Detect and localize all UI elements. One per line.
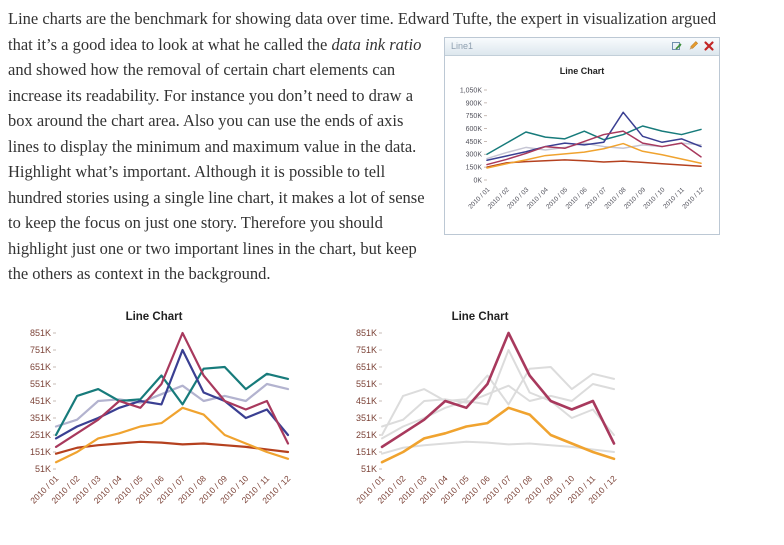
line-chart-highlighted: 851K 751K 651K 551K 451K 351K 251K 151K 51K 2010 … — [334, 325, 626, 532]
svg-text:450K: 450K — [466, 139, 483, 146]
svg-text:551K: 551K — [356, 379, 377, 389]
edit-icon[interactable] — [687, 40, 699, 52]
right-chart-title: Line Chart — [451, 310, 509, 323]
chart-box-left: Line Chart 851K 751K 651K 551K 451K 351K 251K 1… — [8, 311, 300, 532]
widget-line-chart: 1,050K 900K 750K 600K 450K 300K 150K 0K 2010 / 0… — [445, 84, 719, 232]
svg-text:750K: 750K — [466, 113, 483, 120]
svg-text:51K: 51K — [361, 464, 377, 474]
svg-text:751K: 751K — [30, 345, 51, 355]
paragraph-text-lead: Line charts are the benchmark for showin… — [8, 9, 579, 28]
line-chart-detailed: 851K 751K 651K 551K 451K 351K 251K 151K 51K 2010 … — [8, 325, 300, 532]
widget-body: Line Chart 1,050K 900K 750K 600K 450K 300K 150… — [445, 56, 719, 234]
svg-text:451K: 451K — [30, 396, 51, 406]
chart-widget: Line1 — [444, 36, 720, 235]
svg-text:651K: 651K — [356, 362, 377, 372]
charts-row: Line Chart 851K 751K 651K 551K 451K 351K 251K 1… — [8, 287, 720, 532]
svg-text:851K: 851K — [356, 328, 377, 338]
svg-text:300K: 300K — [466, 152, 483, 159]
svg-text:2010 / 12: 2010 / 12 — [681, 186, 705, 210]
chart-box-right: Line Chart 851K 751K 651K 551K 451K 351K 251K 1… — [334, 311, 626, 532]
svg-text:150K: 150K — [466, 165, 483, 172]
article-page: Line charts are the benchmark for showin… — [8, 6, 720, 532]
article-paragraph: Line charts are the benchmark for showin… — [8, 6, 720, 287]
svg-text:51K: 51K — [35, 464, 51, 474]
svg-text:900K: 900K — [466, 100, 483, 107]
close-icon[interactable] — [703, 40, 715, 52]
svg-text:151K: 151K — [356, 447, 377, 457]
export-icon[interactable] — [671, 40, 683, 52]
svg-text:1,050K: 1,050K — [460, 87, 483, 94]
svg-text:851K: 851K — [30, 328, 51, 338]
svg-text:151K: 151K — [30, 447, 51, 457]
svg-text:351K: 351K — [356, 413, 377, 423]
svg-text:600K: 600K — [466, 126, 483, 133]
left-chart-title: Line Chart — [125, 310, 183, 323]
widget-chart-title: Line Chart — [559, 65, 605, 76]
svg-text:351K: 351K — [30, 413, 51, 423]
svg-text:451K: 451K — [356, 396, 377, 406]
paragraph-text-2: visualization argued that it’s a good id… — [8, 9, 717, 54]
paragraph-text-3: and showed how the removal of certain ch… — [8, 60, 425, 283]
italic-phrase: data ink ratio — [331, 34, 422, 54]
svg-text:651K: 651K — [30, 362, 51, 372]
svg-text:251K: 251K — [30, 430, 51, 440]
svg-text:551K: 551K — [30, 379, 51, 389]
widget-toolbar — [671, 40, 715, 52]
widget-header: Line1 — [445, 37, 719, 56]
widget-title: Line1 — [451, 40, 474, 51]
svg-text:751K: 751K — [356, 345, 377, 355]
svg-text:0K: 0K — [473, 177, 482, 184]
svg-text:251K: 251K — [356, 430, 377, 440]
